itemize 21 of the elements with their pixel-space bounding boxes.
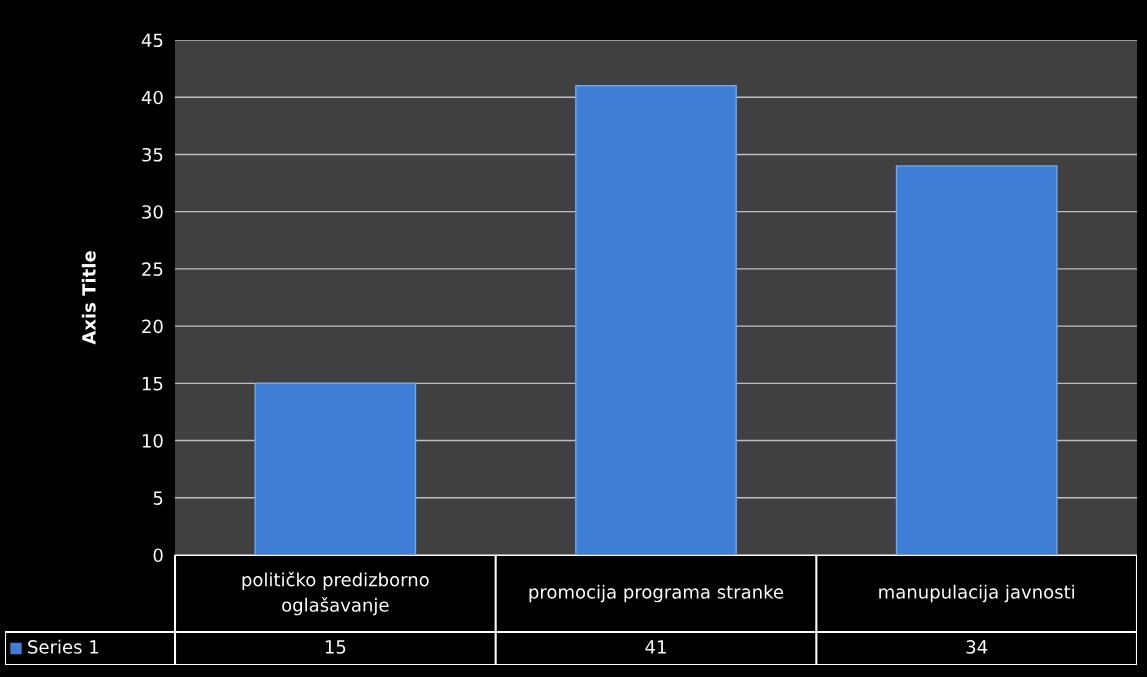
x-tick-label: promocija programa stranke [529, 584, 784, 603]
y-tick-label: 25 [142, 262, 163, 277]
legend-label: Series 1 [28, 639, 99, 654]
y-tick-label: 5 [153, 491, 163, 505]
y-tick-label: 15 [142, 377, 163, 391]
x-tick-label: političko predizborno oglašavanje [242, 571, 429, 616]
x-tick-label: manupulacija javnosti [879, 584, 1074, 603]
data-label: 15 [325, 640, 346, 654]
y-tick-label: 10 [142, 434, 163, 448]
data-label: 34 [966, 640, 988, 654]
y-tick-label: 20 [142, 319, 163, 334]
y-axis-title: Axis Title [81, 251, 96, 345]
y-tick-label: 35 [142, 147, 163, 162]
data-label: 41 [645, 640, 666, 654]
y-tick-label: 0 [153, 548, 163, 563]
bar [575, 85, 737, 555]
y-tick-label: 45 [141, 33, 163, 48]
bar [254, 382, 417, 555]
bar [895, 165, 1058, 555]
y-tick-label: 30 [142, 205, 163, 219]
y-tick-label: 40 [141, 90, 163, 105]
